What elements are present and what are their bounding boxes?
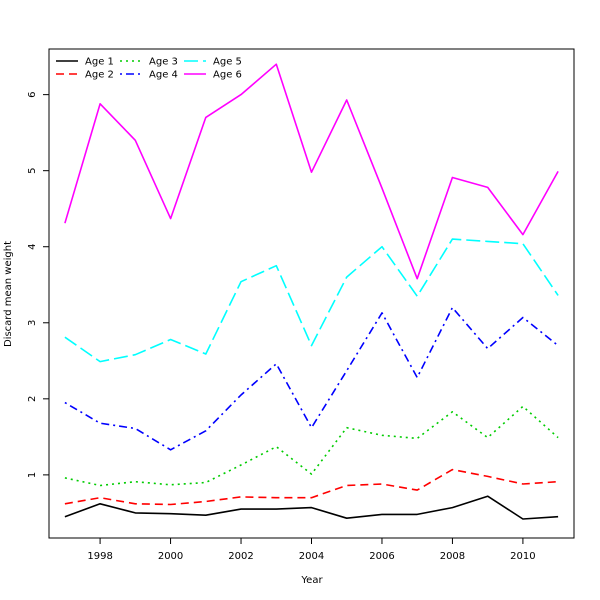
legend-label: Age 2 (85, 70, 114, 81)
x-tick-label: 2008 (440, 551, 465, 562)
y-tick-label: 4 (27, 244, 38, 250)
y-tick-label: 5 (27, 167, 38, 173)
x-axis-title: Year (300, 575, 323, 586)
legend-label: Age 4 (149, 70, 178, 81)
x-axis: 1998 2000 2002 2004 2006 2008 2010 (87, 538, 536, 562)
y-tick-label: 3 (27, 320, 38, 326)
legend-label: Age 5 (213, 57, 242, 68)
legend-label: Age 1 (85, 57, 114, 68)
x-tick-label: 2004 (299, 551, 324, 562)
series-line-age-4 (64, 306, 559, 451)
series-line-age-1 (64, 495, 559, 520)
y-axis: 1 2 3 4 5 6 (27, 91, 49, 478)
series-line-age-3 (64, 405, 559, 487)
plot-frame (48, 48, 575, 539)
y-tick-label: 1 (27, 472, 38, 478)
x-tick-label: 2010 (510, 551, 535, 562)
series-line-age-6 (64, 63, 559, 280)
y-tick-label: 6 (27, 91, 38, 97)
legend: Age 1 Age 2 Age 3 Age 4 Age 5 Age 6 (56, 57, 242, 81)
legend-label: Age 6 (213, 70, 242, 81)
x-tick-label: 2000 (158, 551, 183, 562)
y-tick-label: 2 (27, 396, 38, 402)
x-tick-label: 1998 (87, 551, 112, 562)
series-line-age-5 (64, 238, 559, 363)
series-line-age-2 (64, 468, 559, 506)
series-layer (64, 63, 559, 520)
legend-label: Age 3 (149, 57, 178, 68)
x-tick-label: 2006 (369, 551, 394, 562)
x-tick-label: 2002 (228, 551, 253, 562)
y-axis-title: Discard mean weight (3, 241, 14, 347)
